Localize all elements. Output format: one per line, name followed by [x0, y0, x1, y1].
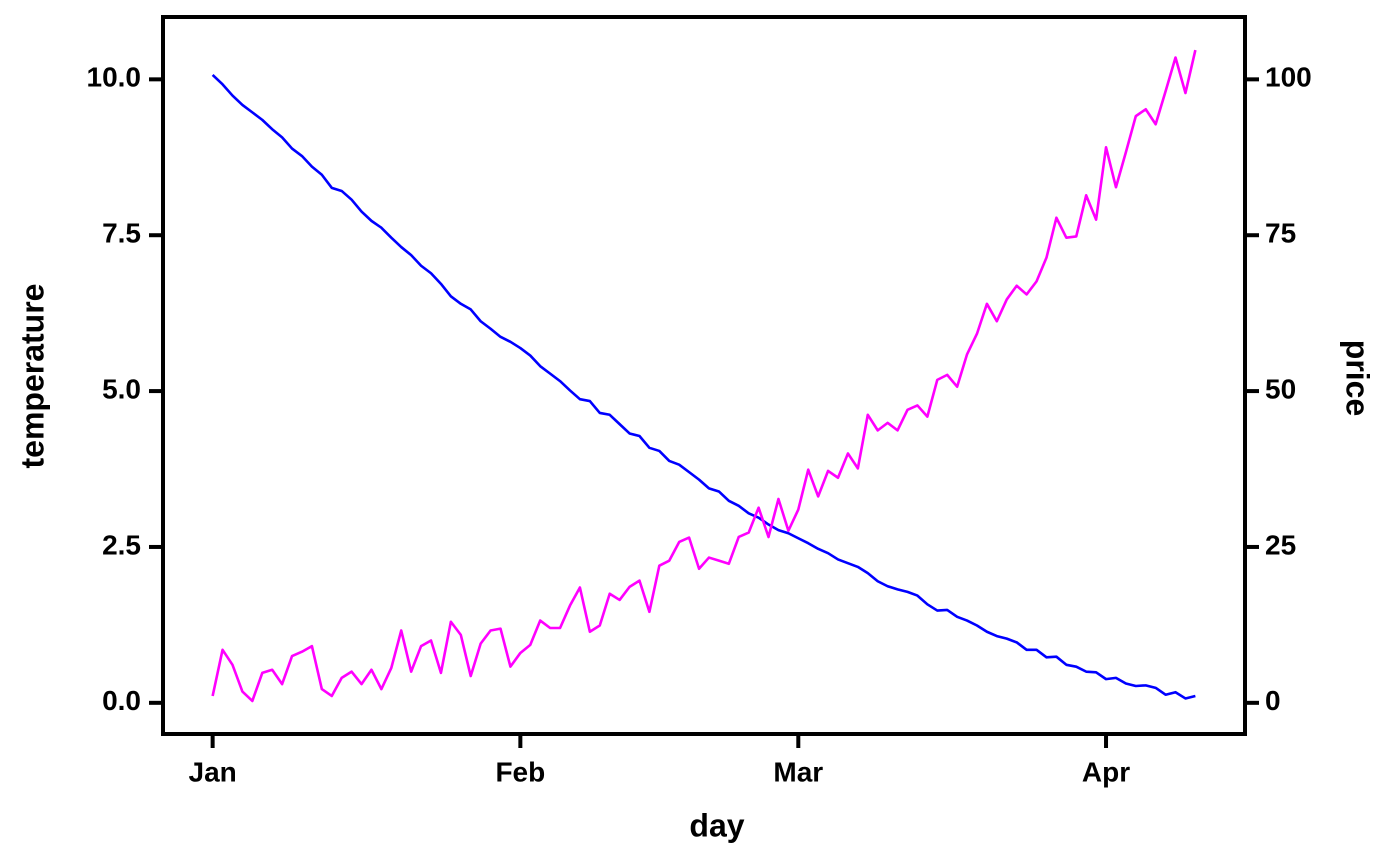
- y-tick-label: 10.0: [87, 62, 142, 93]
- y-tick-label: 0.0: [102, 685, 141, 716]
- series-line: [211, 49, 1197, 703]
- y2-tick-label: 75: [1265, 218, 1296, 249]
- y2-tick-label: 50: [1265, 373, 1296, 404]
- y2-tick-label: 0: [1265, 685, 1281, 716]
- plot-frame: [161, 15, 1247, 736]
- y2-axis-title: price: [1340, 340, 1376, 416]
- y-axis-title: temperature: [14, 284, 50, 469]
- y-tick-label: 2.5: [102, 529, 141, 560]
- y2-tick-label: 25: [1265, 529, 1296, 560]
- x-tick-label: Jan: [189, 756, 237, 787]
- x-tick-label: Apr: [1082, 756, 1130, 787]
- y-tick-label: 5.0: [102, 373, 141, 404]
- x-tick-label: Feb: [495, 756, 545, 787]
- y-tick-label: 7.5: [102, 218, 141, 249]
- x-tick-label: Mar: [773, 756, 823, 787]
- series-line: [211, 74, 1196, 700]
- y2-tick-label: 100: [1265, 62, 1312, 93]
- x-axis-title: day: [689, 807, 744, 843]
